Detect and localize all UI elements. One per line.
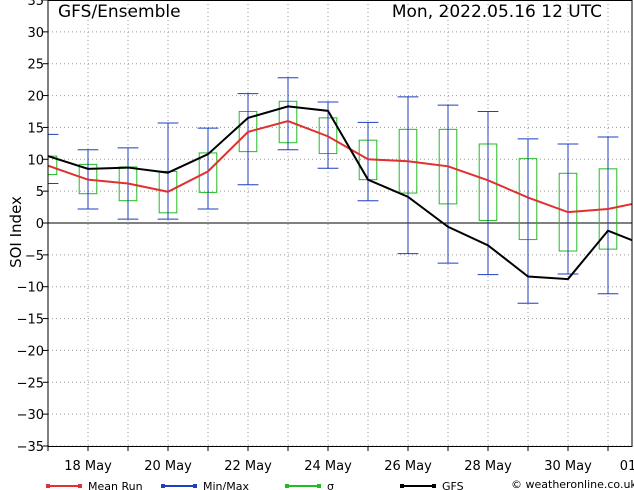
y-tick-label: 10 bbox=[27, 153, 44, 168]
y-tick-label: 5 bbox=[36, 185, 44, 200]
y-tick-label: −35 bbox=[17, 440, 44, 455]
x-tick-label: 20 May bbox=[144, 459, 192, 474]
mean-run-line bbox=[48, 120, 632, 214]
x-tick-label: 30 May bbox=[544, 459, 592, 474]
legend: Mean Run Min/Max σ GFS bbox=[46, 480, 464, 490]
y-tick-label: −15 bbox=[17, 313, 44, 328]
legend-swatch-dot bbox=[317, 484, 321, 488]
y-axis: −35 −30 −25 −20 −15 −10 −5 0 5 10 15 20 25 30 35 bbox=[17, 0, 48, 455]
legend-swatch-dot bbox=[400, 484, 404, 488]
x-tick-label: 24 May bbox=[304, 459, 352, 474]
legend-swatch-dot bbox=[78, 484, 82, 488]
y-tick-label: 35 bbox=[27, 0, 44, 9]
y-tick-label: 25 bbox=[27, 58, 44, 73]
y-tick-label: −10 bbox=[17, 281, 44, 296]
legend-swatch-dot bbox=[285, 484, 289, 488]
credit-text: © weatheronline.co.uk bbox=[511, 478, 634, 490]
minmax-whiskers bbox=[48, 77, 619, 304]
legend-label: σ bbox=[327, 480, 334, 490]
legend-label: Min/Max bbox=[203, 480, 249, 490]
legend-swatch-dot bbox=[432, 484, 436, 488]
legend-label: Mean Run bbox=[88, 480, 143, 490]
chart-subtitle: Mon, 2022.05.16 12 UTC bbox=[392, 2, 602, 22]
x-tick-label: 18 May bbox=[64, 459, 112, 474]
legend-swatch-dot bbox=[46, 484, 50, 488]
x-axis: 18 May 20 May 22 May 24 May 26 May 28 May 30 M… bbox=[47, 446, 634, 474]
legend-label: GFS bbox=[442, 480, 464, 490]
legend-swatch-dot bbox=[161, 484, 165, 488]
x-tick-label: 01 bbox=[620, 459, 634, 474]
y-tick-label: 15 bbox=[27, 121, 44, 136]
x-tick-label: 26 May bbox=[384, 459, 432, 474]
y-tick-label: 20 bbox=[27, 90, 44, 105]
y-axis-label: SOI Index bbox=[7, 196, 25, 268]
series-lines bbox=[48, 105, 632, 281]
y-tick-label: 30 bbox=[27, 26, 44, 41]
chart-title: GFS/Ensemble bbox=[58, 2, 181, 22]
y-tick-label: −20 bbox=[17, 344, 44, 359]
legend-swatch-dot bbox=[193, 484, 197, 488]
x-tick-label: 22 May bbox=[224, 459, 272, 474]
y-tick-label: −5 bbox=[25, 249, 44, 264]
gfs-line bbox=[48, 105, 632, 281]
x-tick-label: 28 May bbox=[464, 459, 512, 474]
y-tick-label: −30 bbox=[17, 408, 44, 423]
y-tick-label: 0 bbox=[36, 217, 44, 232]
y-tick-label: −25 bbox=[17, 376, 44, 391]
